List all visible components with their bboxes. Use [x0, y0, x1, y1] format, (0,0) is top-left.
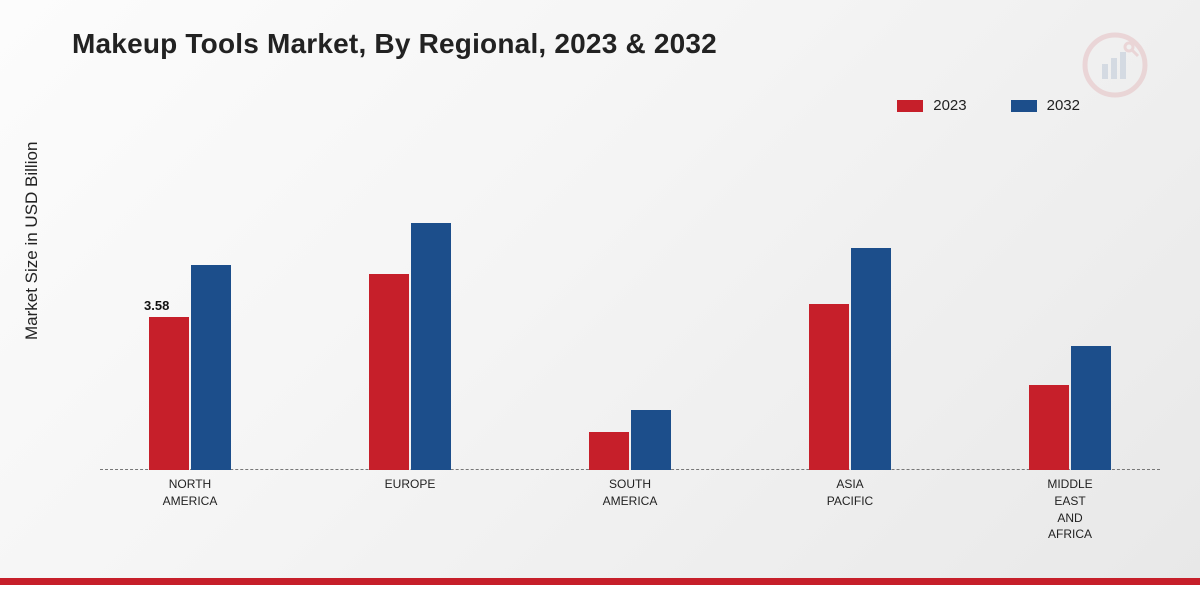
bar-2023	[149, 317, 189, 470]
legend-item-2032: 2032	[1011, 97, 1080, 114]
bar-group	[350, 223, 470, 470]
legend-label-2023: 2023	[933, 97, 966, 114]
footer-accent-bar	[0, 578, 1200, 600]
bar-2032	[411, 223, 451, 470]
x-tick-label: NORTHAMERICA	[130, 476, 250, 510]
chart-plot-area: 3.58	[100, 150, 1160, 470]
bar-group	[570, 410, 690, 470]
bar-group	[1010, 346, 1130, 470]
x-tick-label: MIDDLEEASTANDAFRICA	[1010, 476, 1130, 543]
bar-2023	[1029, 385, 1069, 470]
bar-2032	[191, 265, 231, 470]
bar-2023	[589, 432, 629, 470]
x-tick-label: ASIAPACIFIC	[790, 476, 910, 510]
x-tick-label: EUROPE	[350, 476, 470, 493]
bar-value-label: 3.58	[144, 298, 169, 313]
legend-label-2032: 2032	[1047, 97, 1080, 114]
legend-swatch-2023	[897, 100, 923, 112]
brand-logo	[1080, 30, 1150, 105]
bar-2032	[851, 248, 891, 470]
page-title: Makeup Tools Market, By Regional, 2023 &…	[72, 28, 717, 60]
bar-2032	[1071, 346, 1111, 470]
y-axis-label: Market Size in USD Billion	[22, 142, 42, 340]
bar-group: 3.58	[130, 265, 250, 470]
bar-2023	[809, 304, 849, 470]
x-tick-label: SOUTHAMERICA	[570, 476, 690, 510]
legend-swatch-2032	[1011, 100, 1037, 112]
legend: 2023 2032	[897, 97, 1080, 114]
bar-2023	[369, 274, 409, 470]
bar-group	[790, 248, 910, 470]
legend-item-2023: 2023	[897, 97, 966, 114]
bar-2032	[631, 410, 671, 470]
x-axis-labels: NORTHAMERICA EUROPE SOUTHAMERICA ASIAPACIFI…	[100, 476, 1160, 556]
